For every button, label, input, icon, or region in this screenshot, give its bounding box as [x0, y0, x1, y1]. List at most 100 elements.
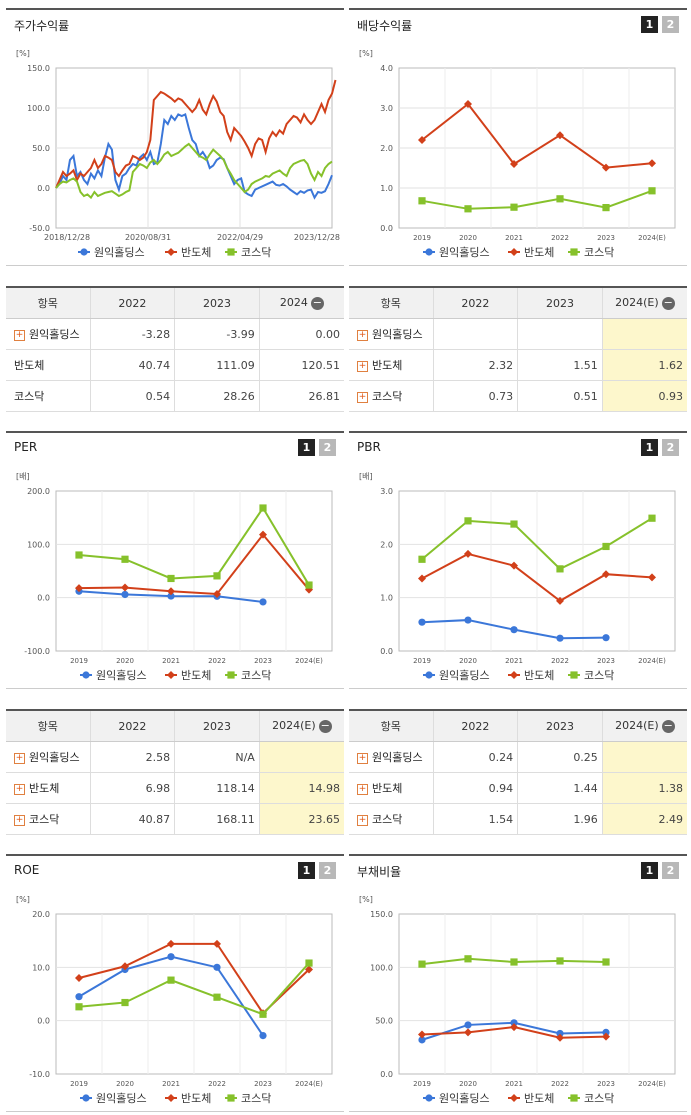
panel-stock-return: 주가수익률 [%] 150.0 100.0 50.0 0.0 -50.0 2018/12/2…	[6, 8, 344, 266]
table-dividend: 항목 2022 2023 2024(E) − + 원익홀딩스 + 반도체 2.32 1…	[349, 286, 687, 412]
data-point	[602, 1028, 610, 1036]
collapse-icon[interactable]: −	[661, 718, 675, 733]
legend-label: 코스닥	[584, 669, 614, 682]
cell: 111.09	[174, 349, 260, 381]
legend-label: 코스닥	[241, 669, 271, 682]
x-tick-label: 2024(E)	[638, 234, 666, 242]
row-label[interactable]: + 코스닥	[6, 803, 90, 835]
table-row: + 반도체 0.94 1.44 1.38	[349, 772, 687, 804]
y-tick-label: 50.0	[32, 144, 50, 153]
series-line	[78, 533, 310, 595]
data-point	[602, 958, 610, 966]
data-point	[464, 955, 472, 963]
collapse-icon[interactable]: −	[310, 295, 324, 310]
tab-1[interactable]: 1	[641, 862, 658, 879]
data-point	[259, 1010, 267, 1018]
data-point	[227, 248, 235, 256]
cell: 118.14	[174, 772, 260, 804]
cell: 0.00	[258, 318, 344, 350]
tab-1[interactable]: 1	[298, 862, 315, 879]
expand-icon[interactable]: +	[14, 329, 25, 341]
x-tick-label: 2022	[551, 657, 569, 665]
collapse-icon[interactable]: −	[661, 295, 675, 310]
y-unit-label: [%]	[359, 49, 373, 58]
cell: N/A	[174, 741, 260, 773]
expand-icon[interactable]: +	[14, 752, 25, 764]
tab-2[interactable]: 2	[319, 439, 336, 456]
table-row: + 원익홀딩스 0.24 0.25	[349, 741, 687, 773]
series-line	[421, 517, 653, 571]
cell: 14.98	[258, 772, 344, 804]
data-point	[167, 953, 175, 961]
series-3	[418, 514, 656, 573]
y-tick-label: 1.0	[380, 184, 393, 193]
collapse-icon[interactable]: −	[318, 718, 332, 733]
row-label[interactable]: + 반도체	[6, 772, 90, 804]
data-point	[167, 671, 175, 679]
tab-2[interactable]: 2	[662, 439, 679, 456]
data-point	[510, 626, 518, 634]
cell: 26.81	[258, 380, 344, 412]
data-point	[167, 976, 175, 984]
panel-title: PBR	[357, 440, 381, 454]
header-2022: 2022	[432, 286, 518, 319]
expand-icon[interactable]: +	[14, 783, 25, 795]
y-tick-label: -10.0	[29, 1070, 50, 1079]
data-point	[510, 561, 518, 570]
series-3	[418, 187, 656, 213]
row-label[interactable]: + 코스닥	[349, 380, 433, 412]
tab-2[interactable]: 2	[319, 862, 336, 879]
data-point	[259, 598, 267, 606]
y-unit-label: [배]	[16, 472, 30, 481]
legend-label: 원익홀딩스	[439, 1092, 490, 1105]
expand-icon[interactable]: +	[357, 814, 368, 826]
tab-1[interactable]: 1	[298, 439, 315, 456]
series-2	[418, 100, 656, 172]
x-tick-label: 2020	[459, 1080, 477, 1088]
legend-label: 반도체	[524, 1092, 554, 1105]
row-label[interactable]: + 원익홀딩스	[349, 741, 433, 773]
row-label[interactable]: + 반도체	[349, 349, 433, 381]
cell: 0.24	[432, 741, 518, 773]
y-tick-label: 50.0	[375, 1017, 393, 1026]
x-tick-label: 2020	[116, 1080, 134, 1088]
expand-icon[interactable]: +	[357, 329, 368, 341]
data-point	[602, 634, 610, 642]
y-tick-label: 3.0	[380, 104, 393, 113]
row-label[interactable]: + 원익홀딩스	[6, 318, 90, 350]
header-item: 항목	[349, 709, 433, 742]
data-point	[510, 958, 518, 966]
data-point	[464, 205, 472, 213]
tab-1[interactable]: 1	[641, 16, 658, 33]
table-header-row: 항목 2022 2023 2024(E) −	[349, 286, 687, 319]
legend-label: 코스닥	[584, 246, 614, 259]
expand-icon[interactable]: +	[357, 783, 368, 795]
y-tick-label: 1.0	[380, 594, 393, 603]
row-label[interactable]: + 코스닥	[349, 803, 433, 835]
data-point	[213, 939, 221, 948]
cell	[517, 318, 603, 350]
row-label[interactable]: + 반도체	[349, 772, 433, 804]
tab-2[interactable]: 2	[662, 862, 679, 879]
tab-1[interactable]: 1	[641, 439, 658, 456]
chart-roe: [%]20.0 10.0 0.0 -10.0 2019 2020 2021 2022 2023 2…	[16, 895, 333, 1105]
y-tick-label: 0.0	[380, 1070, 393, 1079]
tab-2[interactable]: 2	[662, 16, 679, 33]
data-point	[602, 570, 610, 579]
cell: 120.51	[258, 349, 344, 381]
table-row: 반도체 40.74 111.09 120.51	[6, 349, 344, 381]
row-label[interactable]: + 원익홀딩스	[6, 741, 90, 773]
x-tick-label: 2022	[551, 234, 569, 242]
expand-icon[interactable]: +	[357, 391, 368, 403]
y-tick-label: 0.0	[37, 1017, 50, 1026]
expand-icon[interactable]: +	[357, 360, 368, 372]
data-point	[510, 203, 518, 211]
expand-icon[interactable]: +	[14, 814, 25, 826]
data-point	[570, 248, 578, 256]
header-item: 항목	[6, 709, 90, 742]
data-point	[418, 136, 426, 144]
legend-label: 원익홀딩스	[439, 669, 490, 682]
row-label[interactable]: + 원익홀딩스	[349, 318, 433, 350]
x-tick-label: 2024(E)	[638, 1080, 666, 1088]
expand-icon[interactable]: +	[357, 752, 368, 764]
